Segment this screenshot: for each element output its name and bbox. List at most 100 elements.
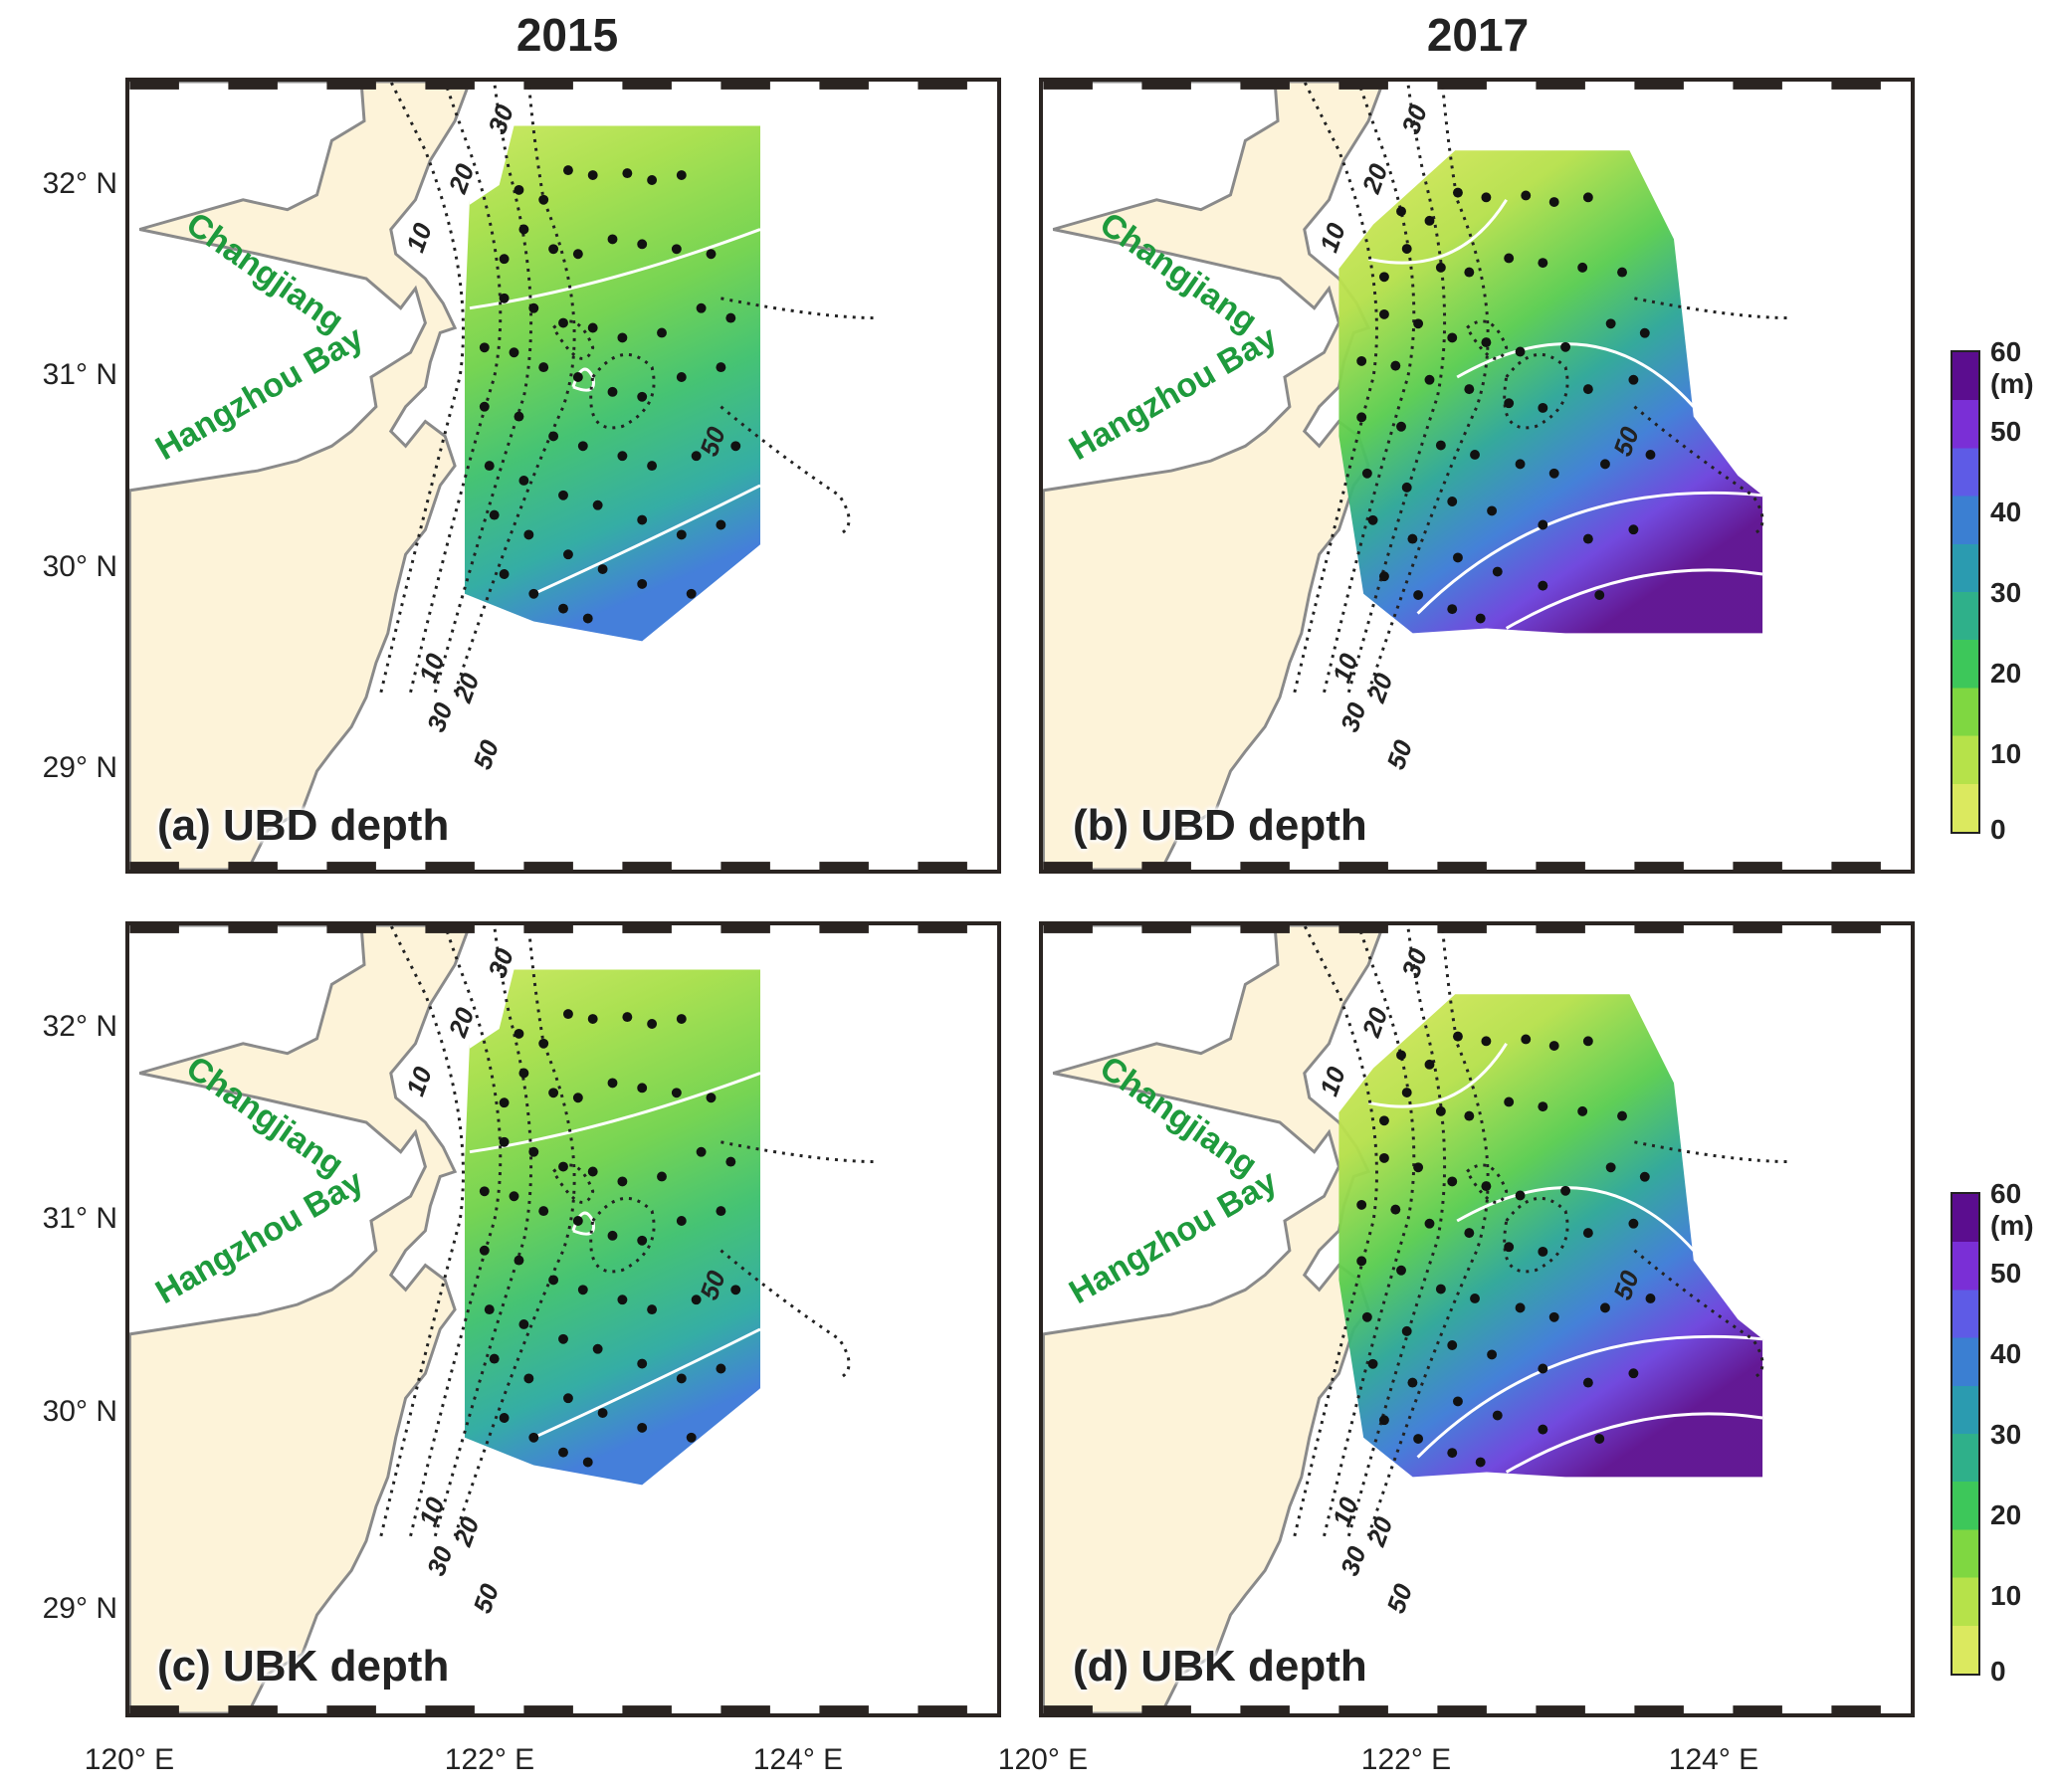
station-point xyxy=(489,509,500,520)
station-point xyxy=(1481,1181,1492,1192)
station-point xyxy=(1605,1162,1616,1173)
station-point xyxy=(1367,514,1378,525)
station-point xyxy=(1401,482,1412,493)
contour-line xyxy=(532,484,761,596)
station-point xyxy=(563,1393,573,1404)
station-point xyxy=(1435,440,1446,451)
station-point xyxy=(637,1422,648,1433)
colorbar-tick: 40 xyxy=(1990,1338,2022,1369)
station-point xyxy=(1515,346,1526,357)
panel-letter: (a) xyxy=(157,801,211,850)
station-point xyxy=(1538,258,1548,269)
column-title-2017: 2017 xyxy=(1426,9,1530,61)
colorbar-tick: 40 xyxy=(1990,497,2022,527)
station-point xyxy=(1361,468,1372,479)
frame-tick xyxy=(1437,862,1487,870)
station-point xyxy=(1378,1152,1389,1163)
frame-tick xyxy=(1831,925,1881,933)
station-point xyxy=(691,451,702,462)
station-point xyxy=(1639,327,1650,338)
frame-tick xyxy=(129,862,179,870)
station-point xyxy=(479,342,490,353)
frame-tick xyxy=(1141,82,1191,90)
lat-label-30: 30° N xyxy=(42,550,117,583)
contour-line xyxy=(1367,1043,1508,1108)
isobath-line xyxy=(1366,82,1490,694)
frame-tick xyxy=(326,925,376,933)
isobath-line xyxy=(720,405,851,536)
station-point xyxy=(558,1333,568,1344)
station-point xyxy=(592,1343,603,1354)
frame-tick xyxy=(1338,1705,1388,1713)
isobath-line xyxy=(551,1163,595,1204)
station-point xyxy=(1378,571,1389,582)
station-point xyxy=(696,1146,707,1157)
station-point xyxy=(1599,459,1610,470)
station-point xyxy=(499,569,510,579)
lon-label-122: 122° E xyxy=(1360,1743,1452,1776)
isobath-line xyxy=(589,1196,656,1274)
station-point xyxy=(617,1176,628,1187)
lat-label-31: 31° N xyxy=(42,1202,117,1235)
frame-tick xyxy=(1240,1705,1290,1713)
frame-tick xyxy=(1338,925,1388,933)
station-point xyxy=(1424,374,1435,385)
isobath-line xyxy=(409,925,503,1537)
station-point xyxy=(1538,402,1548,413)
frame-tick xyxy=(622,82,672,90)
station-point xyxy=(518,476,529,486)
lon-label-120: 120° E xyxy=(84,1743,175,1776)
station-point xyxy=(548,1275,559,1286)
station-point xyxy=(1504,1242,1515,1253)
station-point xyxy=(1424,1218,1435,1229)
isobath-line xyxy=(1503,1196,1569,1274)
station-point xyxy=(725,312,736,323)
station-point xyxy=(528,1432,539,1443)
station-point xyxy=(518,1068,529,1079)
frame-tick xyxy=(1733,925,1782,933)
frame-tick xyxy=(425,862,475,870)
station-point xyxy=(1487,1349,1498,1360)
station-point xyxy=(597,564,608,574)
station-point xyxy=(1538,1101,1548,1112)
lat-label-32: 32° N xyxy=(42,167,117,200)
station-point xyxy=(509,1191,519,1202)
station-point xyxy=(514,184,524,195)
contour-field xyxy=(1338,150,1763,634)
isobath-line xyxy=(1633,1249,1764,1380)
station-point xyxy=(637,391,648,402)
station-point xyxy=(587,1014,598,1024)
colorbar-tick: 10 xyxy=(1990,738,2022,769)
frame-tick xyxy=(1831,82,1881,90)
station-point xyxy=(716,362,726,373)
isobath-line xyxy=(1366,925,1490,1537)
station-point xyxy=(676,1014,687,1024)
lon-label-122: 122° E xyxy=(444,1743,535,1776)
frame-tick xyxy=(1733,82,1782,90)
isobath-line xyxy=(1503,352,1569,430)
station-point xyxy=(1452,552,1463,563)
map-panel-c: 10 20 30 50 10 20 30 50 Changjiang Hangzhou Bay xyxy=(125,921,1001,1717)
frame-tick xyxy=(1043,925,1093,933)
contour-line xyxy=(1416,491,1763,615)
station-point xyxy=(1515,1190,1526,1201)
station-point xyxy=(1464,1228,1475,1239)
station-point xyxy=(479,1245,490,1256)
panel-letter: (b) xyxy=(1073,801,1130,850)
frame-tick xyxy=(1043,1705,1093,1713)
station-point xyxy=(1378,272,1389,283)
station-point xyxy=(499,293,510,303)
station-point xyxy=(479,401,490,412)
station-point xyxy=(706,1093,717,1103)
station-point xyxy=(1481,1036,1492,1047)
station-point xyxy=(479,1186,490,1197)
station-point xyxy=(1424,1059,1435,1070)
station-point xyxy=(676,170,687,180)
frame-tick xyxy=(720,925,770,933)
frame-tick xyxy=(326,1705,376,1713)
station-point xyxy=(607,386,618,397)
station-point xyxy=(572,249,583,260)
frame-tick xyxy=(1240,82,1290,90)
